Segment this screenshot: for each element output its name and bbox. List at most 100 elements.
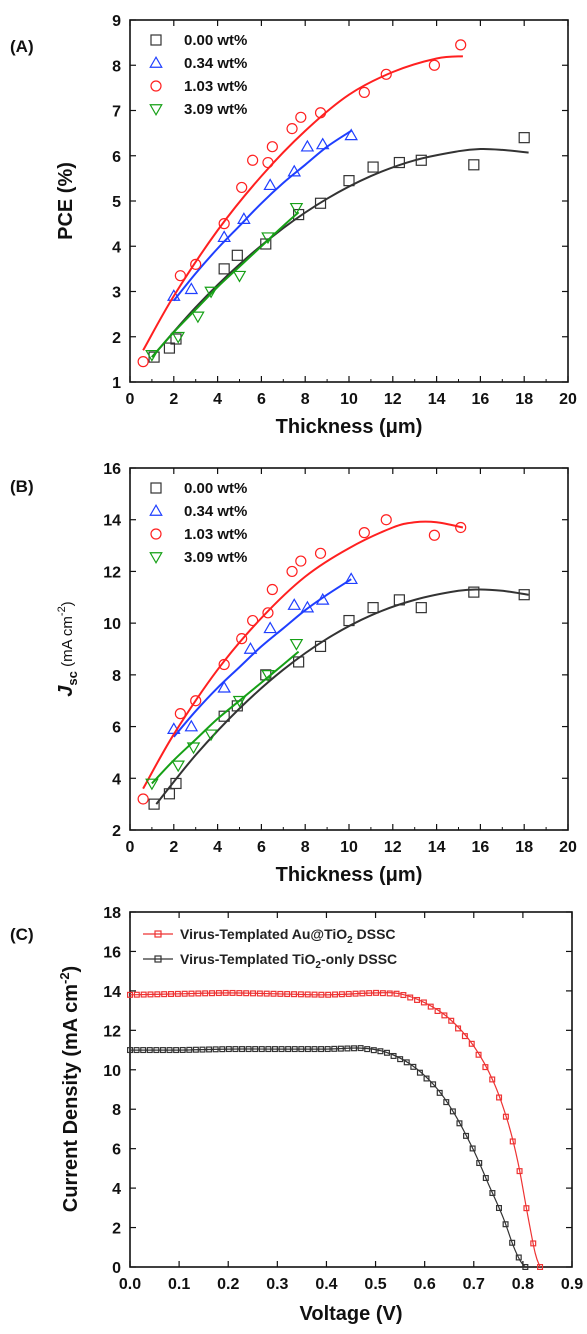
panel-c-series-1-point (475, 1051, 482, 1058)
panel-a-x-tick-label: 16 (472, 391, 490, 408)
panel-c-series-1-point (496, 1094, 503, 1101)
panel-b-series-4-point (171, 760, 185, 773)
panel-b-series-1-point (314, 640, 327, 653)
panel-c-series-1-point (140, 991, 147, 998)
panel-c-x-tick-label: 0.8 (512, 1276, 534, 1293)
panel-c-series-1-point (332, 991, 339, 998)
panel-a-series-3-point (137, 356, 149, 368)
panel-b-x-tick-label: 8 (301, 839, 310, 856)
panel-c-legend-marker (154, 955, 162, 963)
panel-b-series-2-point (184, 719, 199, 732)
panel-c-series-1-point (502, 1113, 509, 1120)
panel-c-series-2-point (166, 1047, 173, 1054)
panel-b-series-4-point (145, 778, 159, 791)
panel-a-legend-label: 0.00 wt% (184, 32, 247, 49)
panel-c-series-2-point (252, 1046, 259, 1053)
panel-c-y-tick-label: 6 (112, 1142, 121, 1159)
panel-c-series-2-point (410, 1063, 417, 1070)
panel-b-x-tick-label: 2 (169, 839, 178, 856)
panel-a-series-1-point (393, 156, 405, 169)
panel-a-series-4-point (204, 286, 218, 299)
panel-c-series-2-point (153, 1047, 160, 1054)
panel-b-series-3-point (218, 658, 230, 671)
panel-b-legend-label: 1.03 wt% (184, 526, 247, 543)
panel-b-x-tick-label: 18 (515, 839, 533, 856)
panel-c-label: (C) (10, 925, 34, 944)
panel-a-y-tick-label: 3 (112, 285, 121, 302)
panel-a-series-2-point (300, 139, 315, 152)
panel-b-x-tick-label: 20 (559, 839, 577, 856)
panel-c-series-1-point (434, 1008, 441, 1015)
panel-c-series-2-point (436, 1089, 443, 1096)
panel-b-y-axis-title: Jsc (mA cm-2) (55, 601, 80, 696)
panel-c-series-2-point (133, 1047, 140, 1054)
panel-a-series-2-point (237, 212, 251, 224)
panel-a-series-3-point (380, 68, 392, 80)
panel-c-series-1-point (229, 989, 236, 996)
panel-b-legend-marker (149, 552, 163, 564)
panel-c-series-2-point (140, 1047, 147, 1054)
panel-c-series-1-point (304, 991, 311, 998)
panel-b-series-1-point (393, 594, 405, 606)
panel-c-x-tick-label: 0.6 (414, 1276, 436, 1293)
panel-c-series-1-point (174, 990, 181, 997)
panel-a-x-tick-label: 8 (301, 391, 310, 408)
panel-b-x-tick-label: 4 (213, 839, 222, 856)
panel-c-series-2-point (318, 1046, 325, 1053)
panel-b-series-2-point (243, 642, 258, 654)
panel-c-series-1-point (386, 990, 393, 997)
panel-c-series-2-point (383, 1049, 390, 1056)
panel-b-series-3-point (428, 529, 441, 541)
panel-c-series-1-point (222, 989, 229, 996)
panel-c-series-2-point (278, 1046, 285, 1053)
panel-a-series-4-point (289, 202, 304, 215)
panel-c-series-2-point (502, 1221, 509, 1228)
panel-c-series-1-point (468, 1040, 475, 1047)
panel-b-series-1-point (148, 798, 160, 810)
panel-c-series-2-point (324, 1046, 331, 1053)
panel-c-series-1-point (291, 991, 298, 998)
panel-c-series-1-point (243, 990, 250, 997)
panel-b-series-1-fit-line (155, 588, 529, 805)
panel-c-x-tick-label: 0.9 (561, 1276, 583, 1293)
panel-c-series-2-point (476, 1160, 483, 1167)
panel-c-series-1-point (345, 990, 352, 997)
panel-a-x-tick-label: 12 (384, 391, 402, 408)
panel-b-series-3-point (190, 695, 202, 707)
panel-c-series-2-point (449, 1108, 456, 1115)
panel-c-series-1-point (188, 990, 195, 997)
panel-a-y-tick-label: 7 (112, 104, 121, 121)
panel-c-legend-marker (154, 930, 162, 938)
panel-a-series-4-point (145, 350, 159, 362)
panel-a-series-2-point (287, 164, 302, 177)
panel-a-legend-label: 1.03 wt% (184, 78, 247, 95)
panel-a-legend-marker (149, 104, 163, 116)
panel-c-series-1-point (277, 990, 284, 997)
panel-c-series-1-point (209, 990, 216, 997)
panel-c-series-2-point (515, 1254, 522, 1261)
panel-c-series-2-line (129, 1047, 526, 1268)
panel-c-series-1-point (393, 990, 400, 997)
panel-c-y-tick-label: 16 (103, 944, 121, 961)
panel-a-series-3-fit-line (142, 55, 463, 351)
panel-b-y-tick-label: 6 (112, 720, 121, 737)
panel-a-x-tick-label: 14 (428, 391, 446, 408)
panel-a-x-tick-label: 6 (257, 391, 266, 408)
panel-b-series-1-point (343, 614, 355, 627)
panel-c-series-1-point (530, 1240, 537, 1247)
panel-a-series-4-fit-line (151, 211, 300, 358)
panel-b-series-3-point (286, 565, 298, 578)
panel-c-series-2-point (179, 1046, 186, 1053)
panel-c-series-2-point (416, 1069, 423, 1076)
panel-c-series-2-point (397, 1056, 404, 1063)
panel-b-series-3-point (262, 607, 274, 619)
panel-c-series-1-point (373, 989, 380, 996)
panel-c-series-1-point (325, 991, 332, 998)
panel-c-series-2-point (206, 1046, 213, 1053)
panel-c-series-2-point (192, 1046, 199, 1053)
panel-c-series-1-line (129, 992, 541, 1268)
panel-a-series-3-point (262, 156, 274, 169)
panel-a-series-3-point (358, 86, 370, 99)
panel-c-series-2-point (186, 1046, 193, 1053)
